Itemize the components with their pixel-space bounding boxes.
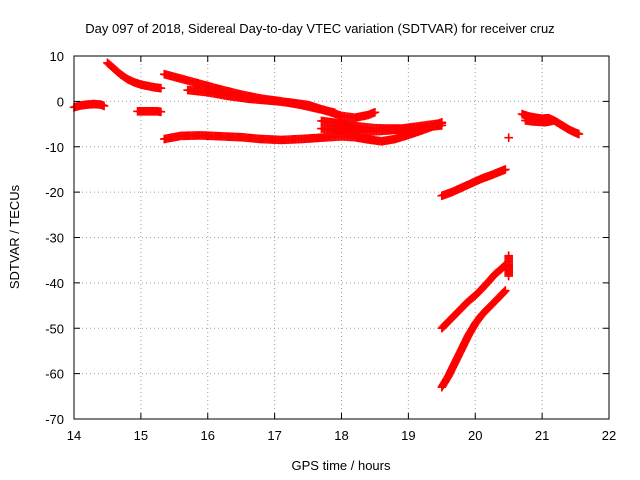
axis-ticks: 14 15 16 17 18 19 20 21 22 -70 -60 -50 -40 -30 -20 -10 0… xyxy=(45,49,616,443)
x-tick-label: 16 xyxy=(201,428,215,443)
x-tick-label: 21 xyxy=(535,428,549,443)
y-tick-label: -50 xyxy=(45,321,64,336)
series-arc-h xyxy=(317,121,447,137)
y-tick-label: 10 xyxy=(50,49,64,64)
data-point xyxy=(437,121,447,130)
y-tick-label: 0 xyxy=(57,94,64,109)
x-tick-label: 18 xyxy=(334,428,348,443)
x-tick-label: 19 xyxy=(401,428,415,443)
data-point xyxy=(500,287,509,296)
series-arc-c xyxy=(133,107,166,117)
data-point xyxy=(504,271,513,281)
series-arc-a xyxy=(69,99,109,112)
data-point xyxy=(501,165,510,174)
series-arc-j xyxy=(504,133,513,142)
data-point xyxy=(370,107,380,117)
chart-title: Day 097 of 2018, Sidereal Day-to-day VTE… xyxy=(85,21,554,36)
data-point xyxy=(504,133,513,142)
series-arc-e xyxy=(183,85,380,123)
data-point xyxy=(156,107,166,117)
series-arc-l xyxy=(437,286,510,392)
y-tick-label: -40 xyxy=(45,276,64,291)
x-tick-label: 20 xyxy=(468,428,482,443)
y-axis-label: SDTVAR / TECUs xyxy=(7,184,22,289)
data-point xyxy=(574,129,584,139)
series-arc-m xyxy=(504,251,513,281)
data-point xyxy=(156,83,166,93)
series-arc-i xyxy=(437,165,510,201)
series-arc-o xyxy=(521,116,557,127)
data-point xyxy=(501,286,510,295)
y-tick-label: -30 xyxy=(45,231,64,246)
y-tick-label: -70 xyxy=(45,412,64,427)
y-tick-label: -20 xyxy=(45,185,64,200)
data-marks xyxy=(69,58,584,392)
series-arc-k xyxy=(437,260,510,333)
x-tick-label: 17 xyxy=(267,428,281,443)
data-point xyxy=(99,101,109,111)
x-tick-label: 14 xyxy=(67,428,81,443)
series-arc-b xyxy=(103,58,166,93)
x-axis-label: GPS time / hours xyxy=(292,458,391,473)
y-tick-label: -60 xyxy=(45,367,64,382)
y-tick-label: -10 xyxy=(45,140,64,155)
x-tick-label: 15 xyxy=(134,428,148,443)
x-tick-label: 22 xyxy=(602,428,616,443)
data-point xyxy=(547,116,557,126)
